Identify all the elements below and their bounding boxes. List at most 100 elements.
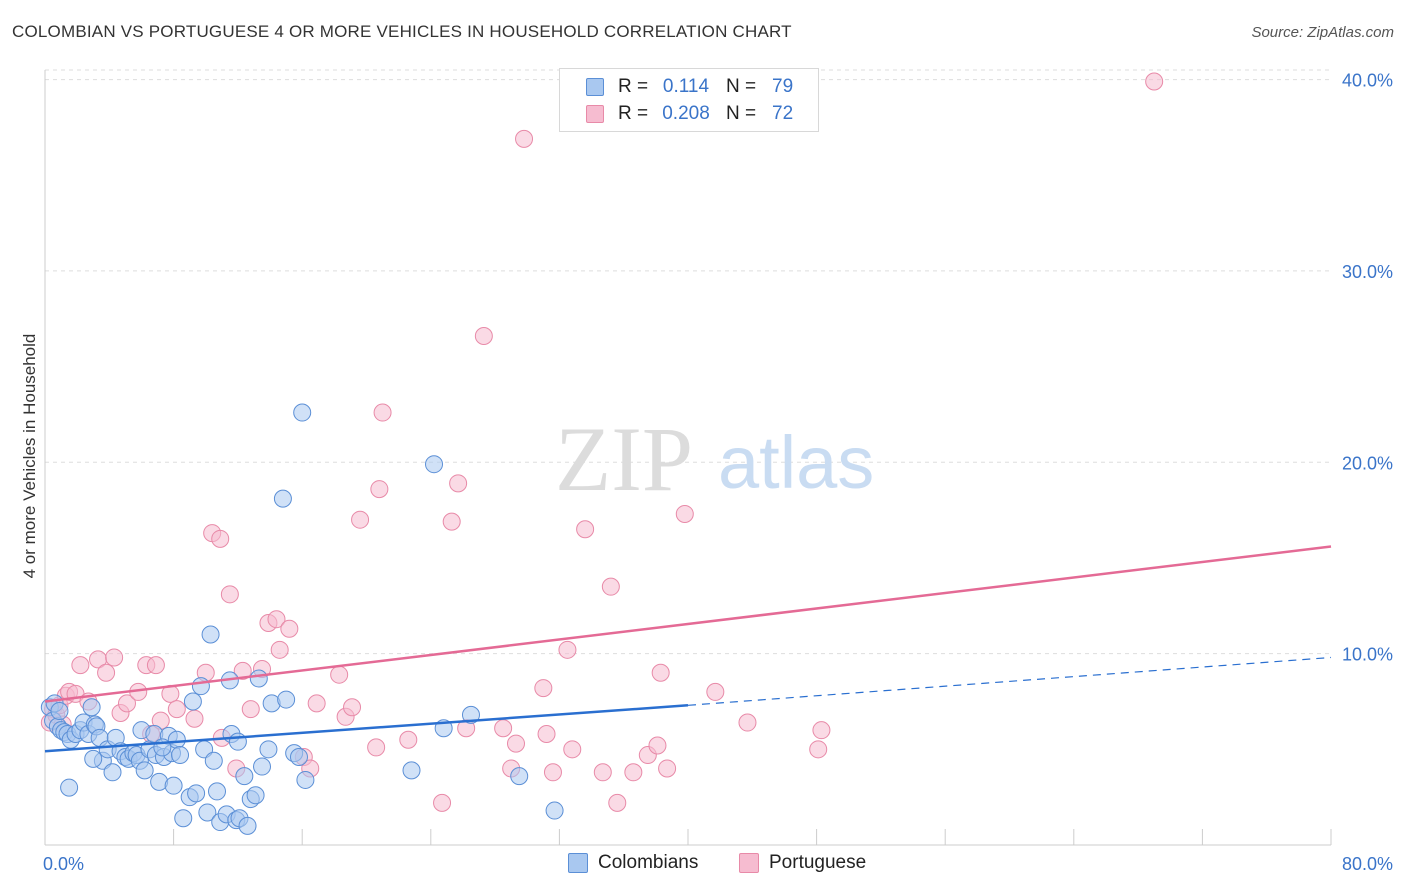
portuguese-point — [706, 682, 725, 701]
watermark: ZIP atlas — [555, 408, 874, 510]
colombian-point — [187, 784, 206, 803]
portuguese-point — [241, 700, 260, 719]
portuguese-point — [624, 763, 643, 782]
colombian-point — [198, 803, 217, 822]
x-tick-label: 80.0% — [1342, 854, 1393, 874]
blue-swatch — [568, 853, 588, 873]
colombian-point — [228, 732, 247, 751]
colombian-point — [249, 669, 268, 688]
stats-legend: R = 0.114 N = 79 R = 0.208 N = 72 — [559, 68, 819, 132]
colombian-point — [204, 751, 223, 770]
portuguese-point — [343, 698, 362, 717]
portuguese-point — [330, 665, 349, 684]
colombian-point — [238, 816, 257, 835]
portuguese-point — [474, 326, 493, 345]
watermark-atlas: atlas — [718, 421, 874, 504]
portuguese-point — [534, 679, 553, 698]
portuguese-point — [399, 730, 418, 749]
portuguese-point — [675, 504, 694, 523]
colombian-point — [235, 767, 254, 786]
r-label: R = — [618, 103, 649, 124]
colombians-trend-extension — [687, 656, 1332, 706]
pink-swatch — [739, 853, 759, 873]
portuguese-point — [351, 510, 370, 529]
portuguese-point — [233, 661, 252, 680]
portuguese-point — [167, 700, 186, 719]
portuguese-point — [1145, 72, 1164, 91]
source-credit: Source: ZipAtlas.com — [1251, 24, 1394, 41]
portuguese-point — [433, 793, 452, 812]
legend-row-portuguese: R = 0.208 N = 72 — [586, 102, 793, 126]
portuguese-point — [307, 694, 326, 713]
pink-swatch — [586, 105, 604, 123]
portuguese-point — [608, 793, 627, 812]
y-tick-label: 40.0% — [1342, 71, 1393, 91]
portuguese-point — [563, 740, 582, 759]
colombian-point — [253, 757, 272, 776]
chart-title: COLOMBIAN VS PORTUGUESE 4 OR MORE VEHICL… — [12, 22, 792, 41]
portuguese-point — [601, 577, 620, 596]
r-label: R = — [618, 76, 649, 97]
portuguese-point — [117, 694, 136, 713]
colombian-point — [277, 690, 296, 709]
portuguese-point — [506, 734, 525, 753]
portuguese-point — [97, 663, 116, 682]
y-tick-label: 10.0% — [1342, 645, 1393, 665]
portuguese-point — [442, 512, 461, 531]
colombian-point — [82, 698, 101, 717]
portuguese-point — [449, 474, 468, 493]
portuguese-point — [370, 480, 389, 499]
colombian-point — [289, 747, 308, 766]
portuguese-point — [543, 763, 562, 782]
portuguese-point — [558, 640, 577, 659]
portuguese-point — [373, 403, 392, 422]
portuguese-point — [515, 129, 534, 148]
portuguese-trend-line — [44, 545, 1332, 703]
colombian-point — [246, 786, 265, 805]
data-points — [40, 72, 1164, 835]
n-label: N = — [726, 76, 757, 97]
n-value: 79 — [772, 76, 794, 97]
colombians-trend-line — [44, 704, 689, 753]
portuguese-point — [185, 709, 204, 728]
colombian-point — [293, 403, 312, 422]
r-value: 0.114 — [662, 76, 710, 97]
legend-row-colombians: R = 0.114 N = 79 — [586, 75, 793, 99]
colombian-point — [545, 801, 564, 820]
colombian-point — [461, 705, 480, 724]
portuguese-point — [267, 610, 286, 629]
portuguese-point — [146, 656, 165, 675]
portuguese-point — [280, 619, 299, 638]
colombian-point — [296, 770, 315, 789]
colombian-point — [191, 677, 210, 696]
portuguese-point — [651, 663, 670, 682]
x-tick-label: 0.0% — [43, 854, 84, 874]
portuguese-point — [220, 585, 239, 604]
blue-swatch — [586, 78, 604, 96]
portuguese-point — [812, 721, 831, 740]
colombian-point — [164, 776, 183, 795]
colombian-point — [425, 455, 444, 474]
colombian-point — [135, 761, 154, 780]
colombian-point — [103, 763, 122, 782]
legend-item-colombians[interactable]: Colombians — [568, 852, 698, 874]
portuguese-point — [809, 740, 828, 759]
series-legend: Colombians Portuguese — [0, 852, 1406, 876]
colombian-point — [174, 809, 193, 828]
legend-item-portuguese[interactable]: Portuguese — [739, 852, 866, 874]
y-tick-label: 30.0% — [1342, 262, 1393, 282]
r-value: 0.208 — [662, 103, 710, 124]
portuguese-point — [576, 520, 595, 539]
colombian-point — [84, 749, 103, 768]
n-value: 72 — [772, 103, 794, 124]
portuguese-point — [367, 738, 386, 757]
portuguese-point — [270, 640, 289, 659]
tick-labels: 10.0% 20.0% 30.0% 40.0% 0.0% 80.0% — [43, 71, 1393, 874]
portuguese-point — [593, 763, 612, 782]
colombian-point — [183, 692, 202, 711]
n-label: N = — [726, 103, 757, 124]
portuguese-point — [738, 713, 757, 732]
colombian-point — [60, 778, 79, 797]
trend-lines — [44, 545, 1332, 753]
portuguese-point — [105, 648, 124, 667]
